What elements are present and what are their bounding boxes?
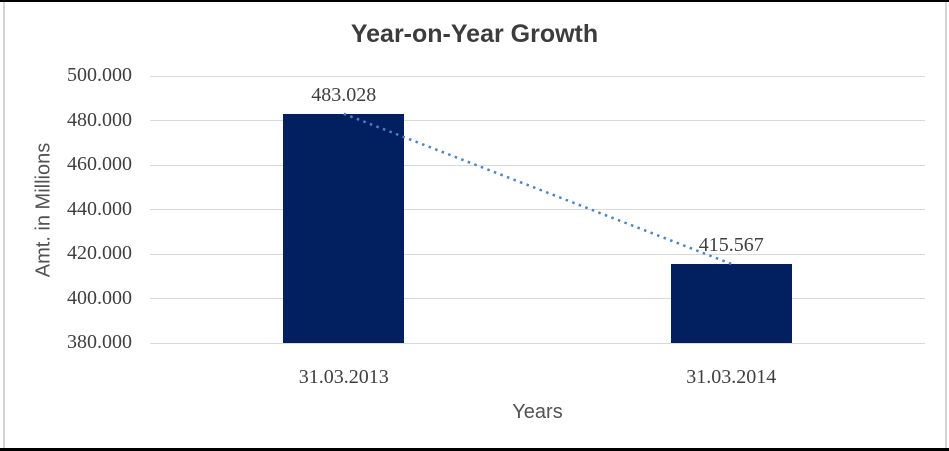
x-axis-title: Years (512, 401, 563, 423)
y-tick-label: 500.000 (67, 64, 132, 86)
border-left (3, 2, 5, 448)
x-category-label: 31.03.2014 (686, 366, 777, 388)
y-tick-label: 400.000 (67, 286, 132, 309)
y-tick-label: 480.000 (67, 108, 132, 131)
y-tick-label: 460.000 (67, 153, 132, 175)
gridline (150, 120, 925, 121)
bar-value-label: 415.567 (698, 233, 764, 256)
gridline (150, 298, 925, 299)
gridline (150, 253, 925, 255)
y-tick-label: 440.000 (67, 197, 132, 220)
x-category-label: 31.03.2013 (298, 366, 389, 388)
bar (283, 113, 405, 343)
gridline (150, 164, 925, 166)
gridline (150, 342, 925, 344)
border-right (945, 2, 947, 448)
border-bottom (0, 448, 949, 451)
bar-value-label: 483.028 (311, 83, 377, 106)
border-top (0, 0, 949, 2)
gridline (150, 209, 925, 210)
y-tick-label: 380.000 (67, 331, 132, 353)
trendline (343, 112, 732, 266)
gridline (150, 75, 925, 77)
plot-area (150, 75, 925, 344)
chart-title: Year-on-Year Growth (350, 20, 599, 48)
bar (670, 263, 792, 343)
y-tick-label: 420.000 (67, 242, 132, 264)
